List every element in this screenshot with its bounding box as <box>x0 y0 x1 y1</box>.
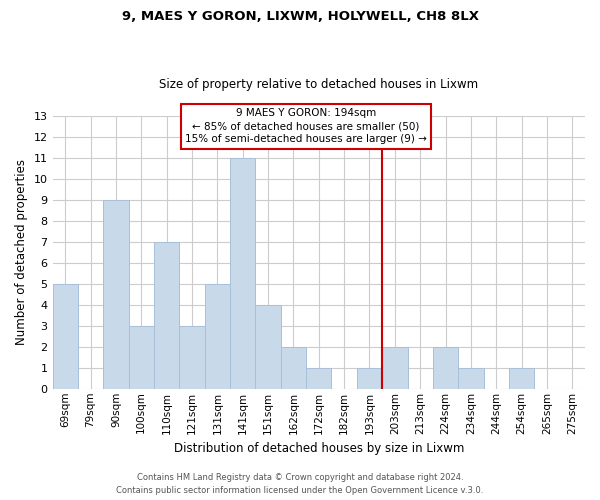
Bar <box>382 347 407 389</box>
Bar <box>306 368 331 389</box>
Title: Size of property relative to detached houses in Lixwm: Size of property relative to detached ho… <box>159 78 478 91</box>
Bar <box>509 368 534 389</box>
Bar <box>281 347 306 389</box>
Text: 9 MAES Y GORON: 194sqm
← 85% of detached houses are smaller (50)
15% of semi-det: 9 MAES Y GORON: 194sqm ← 85% of detached… <box>185 108 427 144</box>
Bar <box>53 284 78 389</box>
Bar <box>103 200 128 389</box>
Bar <box>230 158 256 389</box>
Bar <box>357 368 382 389</box>
Text: Contains HM Land Registry data © Crown copyright and database right 2024.
Contai: Contains HM Land Registry data © Crown c… <box>116 474 484 495</box>
Bar <box>179 326 205 389</box>
Bar <box>154 242 179 389</box>
Bar <box>458 368 484 389</box>
Bar <box>205 284 230 389</box>
Text: 9, MAES Y GORON, LIXWM, HOLYWELL, CH8 8LX: 9, MAES Y GORON, LIXWM, HOLYWELL, CH8 8L… <box>121 10 479 23</box>
Bar <box>433 347 458 389</box>
Y-axis label: Number of detached properties: Number of detached properties <box>15 160 28 346</box>
X-axis label: Distribution of detached houses by size in Lixwm: Distribution of detached houses by size … <box>173 442 464 455</box>
Bar <box>256 305 281 389</box>
Bar <box>128 326 154 389</box>
